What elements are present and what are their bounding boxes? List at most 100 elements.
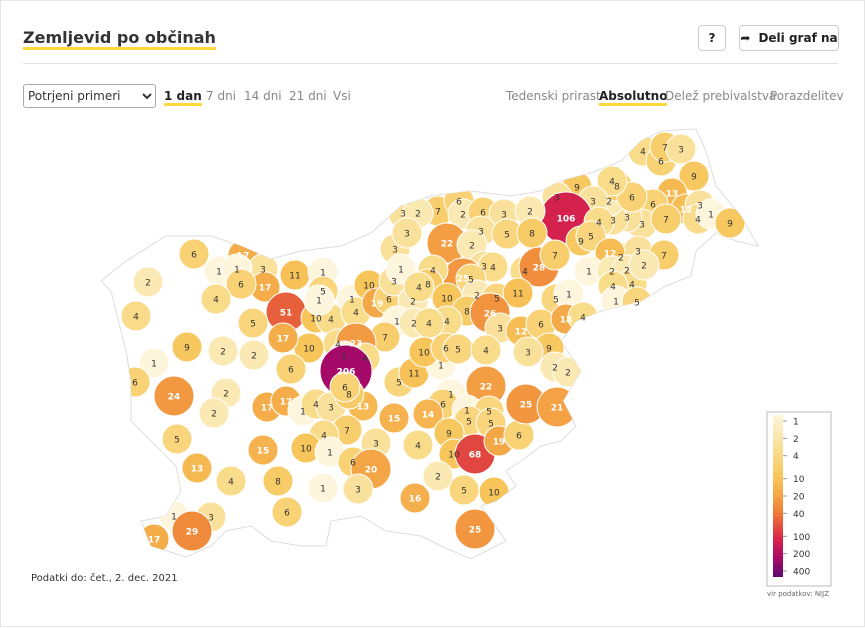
region[interactable] (502, 277, 534, 309)
region-label: 2 (641, 262, 647, 272)
region-label: 4 (328, 316, 334, 326)
region[interactable] (237, 307, 269, 339)
measure-select[interactable]: Potrjeni primeri (23, 84, 156, 108)
region-label: 13 (357, 403, 370, 413)
region-label: 7 (344, 427, 350, 437)
region-label: 6 (342, 384, 348, 394)
region-label: 4 (609, 178, 615, 188)
region-label: 5 (320, 288, 326, 298)
view-tab[interactable]: Absolutno (599, 89, 668, 106)
region[interactable] (650, 203, 682, 235)
region-label: 12 (604, 250, 617, 260)
region-label: 3 (554, 194, 560, 204)
region[interactable] (596, 165, 628, 197)
region-label: 4 (213, 296, 219, 306)
region-label: 4 (629, 281, 635, 291)
region[interactable] (171, 510, 213, 552)
region[interactable] (132, 266, 164, 298)
region[interactable] (271, 496, 303, 528)
region[interactable] (262, 465, 294, 497)
region[interactable] (207, 335, 239, 367)
region-label: 4 (610, 283, 616, 293)
region[interactable] (275, 353, 307, 385)
region-label: 3 (678, 146, 684, 156)
region[interactable] (628, 249, 660, 281)
region[interactable] (378, 402, 410, 434)
period-tab[interactable]: 7 dni (206, 89, 237, 103)
region[interactable] (329, 371, 361, 403)
region[interactable] (171, 331, 203, 363)
region-label: 10 (488, 489, 500, 499)
region-label: 8 (346, 391, 352, 401)
region[interactable] (470, 334, 502, 366)
view-tab[interactable]: Tedenski prirast (506, 89, 601, 103)
region[interactable] (120, 300, 152, 332)
region[interactable] (138, 347, 170, 379)
region-label: 17 (280, 398, 293, 408)
region-label: 6 (350, 459, 356, 469)
region[interactable] (422, 460, 454, 492)
region[interactable] (200, 283, 232, 315)
region-label: 4 (522, 268, 528, 278)
region[interactable] (399, 482, 431, 514)
period-tab[interactable]: 1 dan (164, 89, 202, 106)
legend-tick-label: 40 (793, 510, 805, 520)
region[interactable] (402, 429, 434, 461)
region-label: 7 (663, 216, 669, 226)
region-label: 6 (480, 209, 486, 219)
region-label: 4 (490, 264, 496, 274)
region-label: 6 (284, 509, 290, 519)
region[interactable] (412, 398, 444, 430)
region[interactable] (539, 239, 571, 271)
region[interactable] (403, 271, 435, 303)
region-label: 5 (250, 320, 256, 330)
period-tab[interactable]: 21 dni (289, 89, 327, 103)
region-label: 2 (618, 254, 624, 264)
region[interactable] (238, 339, 270, 371)
region[interactable] (342, 473, 374, 505)
region-label: 2 (609, 268, 615, 278)
region-label: 3 (525, 349, 531, 359)
region[interactable] (303, 284, 335, 316)
region[interactable] (247, 434, 279, 466)
share-button[interactable]: ➦ Deli graf na (739, 25, 839, 51)
period-tab[interactable]: Vsi (333, 89, 351, 103)
legend-tick-label: 10 (793, 475, 805, 485)
share-label: Deli graf na (758, 31, 838, 45)
region[interactable] (665, 133, 697, 165)
region-label: 3 (355, 486, 361, 496)
period-tab[interactable]: 14 dni (244, 89, 282, 103)
region[interactable] (153, 375, 195, 417)
region-label: 1 (320, 485, 326, 495)
legend-tick-label: 1 (793, 418, 799, 428)
region[interactable] (198, 397, 230, 429)
region-label: 5 (486, 408, 492, 418)
region-label: 3 (208, 514, 214, 524)
region[interactable] (178, 238, 210, 270)
region-label: 23 (350, 340, 363, 350)
region-label: 8 (425, 281, 431, 291)
region[interactable] (512, 336, 544, 368)
region-label: 6 (386, 296, 392, 306)
region-label: 4 (321, 432, 327, 442)
region[interactable] (225, 268, 257, 300)
region-label: 4 (640, 148, 646, 158)
region[interactable] (267, 322, 299, 354)
region[interactable] (454, 508, 496, 550)
region-label: 4 (353, 309, 359, 319)
region[interactable] (307, 472, 339, 504)
region-label: 4 (133, 313, 139, 323)
region-label: 8 (614, 183, 620, 193)
region-label: 7 (382, 334, 388, 344)
region[interactable] (161, 423, 193, 455)
region-label: 6 (191, 251, 197, 261)
help-button[interactable]: ? (698, 25, 726, 51)
region-label: 9 (727, 220, 733, 230)
region-label: 51 (280, 309, 293, 319)
region-label: 2 (223, 390, 229, 400)
region[interactable] (391, 217, 423, 249)
view-tab[interactable]: Porazdelitev (770, 89, 844, 103)
region[interactable] (215, 465, 247, 497)
view-tab[interactable]: Delež prebivalstva (665, 89, 777, 103)
region[interactable] (181, 452, 213, 484)
